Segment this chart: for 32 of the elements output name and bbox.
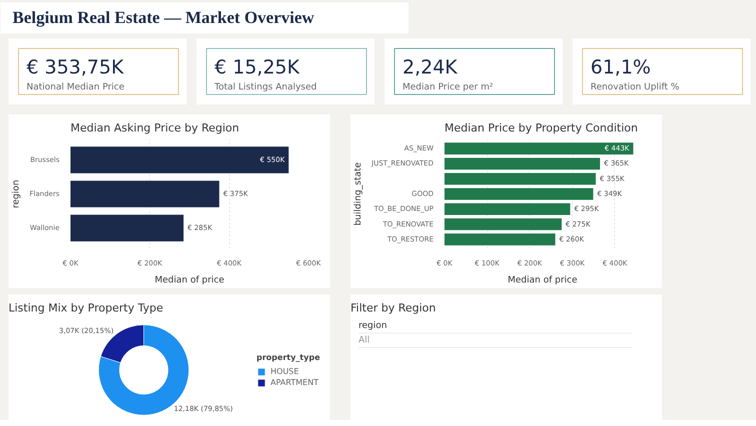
chart-title: Median Asking Price by Region [70, 122, 240, 134]
bar [444, 218, 562, 230]
text: Renovation Uplift % [590, 82, 680, 92]
bar [444, 142, 634, 154]
y-axis-title: region [12, 180, 22, 208]
bar [444, 234, 556, 246]
text: Belgium Real Estate — Market Overview [12, 8, 315, 27]
text: National Median Price [26, 82, 125, 92]
chart-title: Median Price by Property Condition [444, 122, 638, 134]
text: Total Listings Analysed [214, 82, 317, 92]
bar [444, 188, 594, 200]
text: € 353,75K [26, 56, 124, 78]
bar [70, 146, 289, 174]
text: 61,1% [590, 56, 651, 78]
bar [444, 172, 596, 185]
text: All [358, 335, 370, 346]
y-axis-title: building_state [354, 162, 364, 226]
text: € 15,25K [214, 56, 300, 78]
x-axis-title: Median of price [154, 276, 225, 286]
text: region [358, 320, 387, 331]
bar [70, 180, 220, 208]
x-axis-title: Median of price [508, 276, 578, 286]
text: 2,24K [402, 56, 458, 78]
chart-title: Listing Mix by Property Type [8, 302, 164, 314]
legend-label: APARTMENT [270, 378, 318, 386]
text: Filter by Region [350, 302, 436, 314]
bar [444, 158, 600, 170]
text: Median Price per m² [402, 82, 494, 92]
bar [70, 214, 184, 242]
legend-label: HOUSE [270, 366, 299, 376]
legend-title: property_type [256, 352, 320, 362]
bar [444, 203, 570, 216]
